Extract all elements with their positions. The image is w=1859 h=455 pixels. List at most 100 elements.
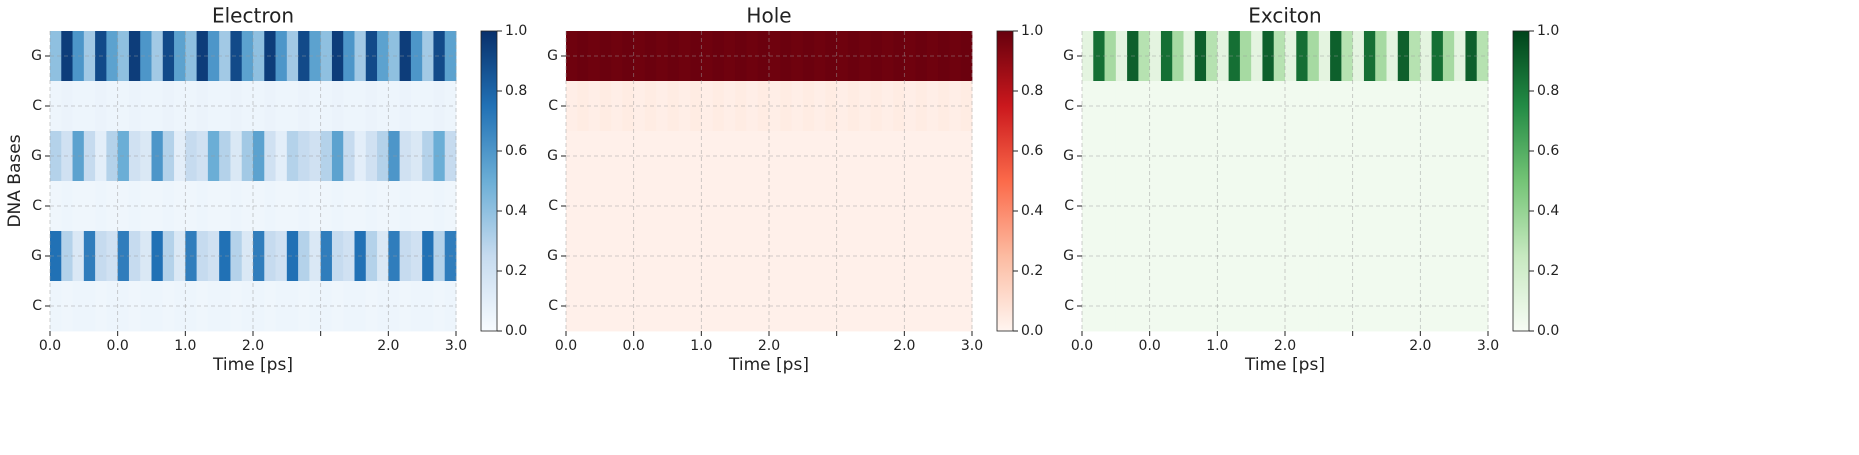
heat-cell [1397, 131, 1410, 182]
heat-cell [566, 281, 578, 332]
heat-cell [433, 231, 446, 282]
heat-cell [859, 281, 871, 332]
heat-cell [1082, 181, 1094, 232]
heat-cell [309, 231, 322, 282]
heat-cell [1285, 181, 1297, 232]
x-tick-label: 2.0 [1274, 338, 1296, 354]
heat-cell [1262, 181, 1275, 232]
colorbar-tick-label: 0.4 [505, 203, 527, 219]
x-axis-label: Time [ps] [1244, 355, 1325, 375]
heat-cell [286, 231, 299, 282]
heat-cell [746, 181, 759, 232]
heat-cell [1341, 131, 1354, 182]
heat-cell [1465, 131, 1478, 182]
heat-cell [825, 281, 838, 332]
heat-cell [286, 31, 299, 82]
heat-cell [1318, 281, 1331, 332]
heat-cell [802, 281, 815, 332]
heat-cell [949, 281, 962, 332]
heat-cell [1172, 131, 1184, 182]
x-tick-label: 0.0 [1071, 338, 1093, 354]
heat-cell [1431, 281, 1444, 332]
heat-cell [162, 281, 175, 332]
heat-cell [915, 281, 928, 332]
y-tick-label: G [31, 148, 42, 164]
heat-cell [949, 31, 962, 82]
heat-cell [399, 31, 412, 82]
heat-cell [915, 231, 928, 282]
heat-cell [881, 181, 894, 232]
heat-cell [196, 281, 209, 332]
heat-cell [1228, 131, 1241, 182]
heat-cell [1138, 281, 1151, 332]
heat-cell [859, 231, 871, 282]
heat-cell [746, 31, 759, 82]
y-tick-label: C [548, 98, 558, 114]
heat-cell [1375, 81, 1387, 132]
heat-cell [83, 31, 96, 82]
heat-cell [802, 181, 815, 232]
x-tick-label: 0.0 [1139, 338, 1161, 354]
heat-cell [106, 181, 119, 232]
heat-cell [678, 181, 691, 232]
heat-cell [1465, 281, 1478, 332]
heat-cell [1397, 181, 1410, 232]
heat-cell [599, 281, 612, 332]
heat-cell [678, 31, 691, 82]
heat-cell [230, 131, 243, 182]
heat-cell [1262, 131, 1275, 182]
heat-cell [1115, 31, 1128, 82]
heat-cell [566, 81, 578, 132]
heat-cell [678, 131, 691, 182]
heat-cell [1194, 231, 1207, 282]
heat-cell [1465, 81, 1478, 132]
heat-cell [1262, 231, 1275, 282]
heat-cell [769, 81, 781, 132]
heat-cell [1138, 31, 1151, 82]
colorbar-tick-label: 1.0 [505, 23, 527, 39]
heat-cell [1172, 281, 1184, 332]
colorbar [480, 30, 498, 332]
heat-cell [599, 181, 612, 232]
heat-cell [1285, 231, 1297, 282]
heat-cell [433, 131, 446, 182]
x-tick-label: 2.0 [377, 338, 399, 354]
heat-cell [309, 81, 322, 132]
colorbar-tick-label: 0.8 [1537, 83, 1559, 99]
heat-cell [712, 231, 725, 282]
colorbar [1512, 30, 1530, 332]
heat-cell [162, 231, 175, 282]
colorbar-tick-label: 0.6 [1537, 143, 1559, 159]
x-tick-label: 0.0 [107, 338, 129, 354]
heat-cell [365, 281, 378, 332]
heat-cell [1285, 81, 1297, 132]
heat-cell [1262, 31, 1275, 82]
y-tick-label: C [32, 98, 42, 114]
heat-cell [286, 281, 299, 332]
heat-cell [1228, 281, 1241, 332]
heat-cell [712, 81, 725, 132]
heat-cell [769, 131, 781, 182]
colorbar-tick-label: 0.4 [1021, 203, 1043, 219]
heat-cell [286, 81, 299, 132]
heat-cell [196, 81, 209, 132]
y-tick-label: G [547, 48, 558, 64]
heat-cell [50, 281, 62, 332]
heat-cell [1397, 31, 1410, 82]
heat-cell [1431, 181, 1444, 232]
heat-cell [949, 81, 962, 132]
heat-cell [881, 131, 894, 182]
heat-cell [622, 281, 635, 332]
heat-cell [1138, 231, 1151, 282]
heat-cell [83, 281, 96, 332]
heat-cell [196, 231, 209, 282]
heat-cell [1285, 31, 1297, 82]
heat-cell [1115, 281, 1128, 332]
heat-cell [1194, 181, 1207, 232]
y-tick-label: G [1063, 48, 1074, 64]
heat-cell [399, 231, 412, 282]
heat-cell [1341, 181, 1354, 232]
heat-cell [1138, 81, 1151, 132]
heat-cell [1228, 181, 1241, 232]
